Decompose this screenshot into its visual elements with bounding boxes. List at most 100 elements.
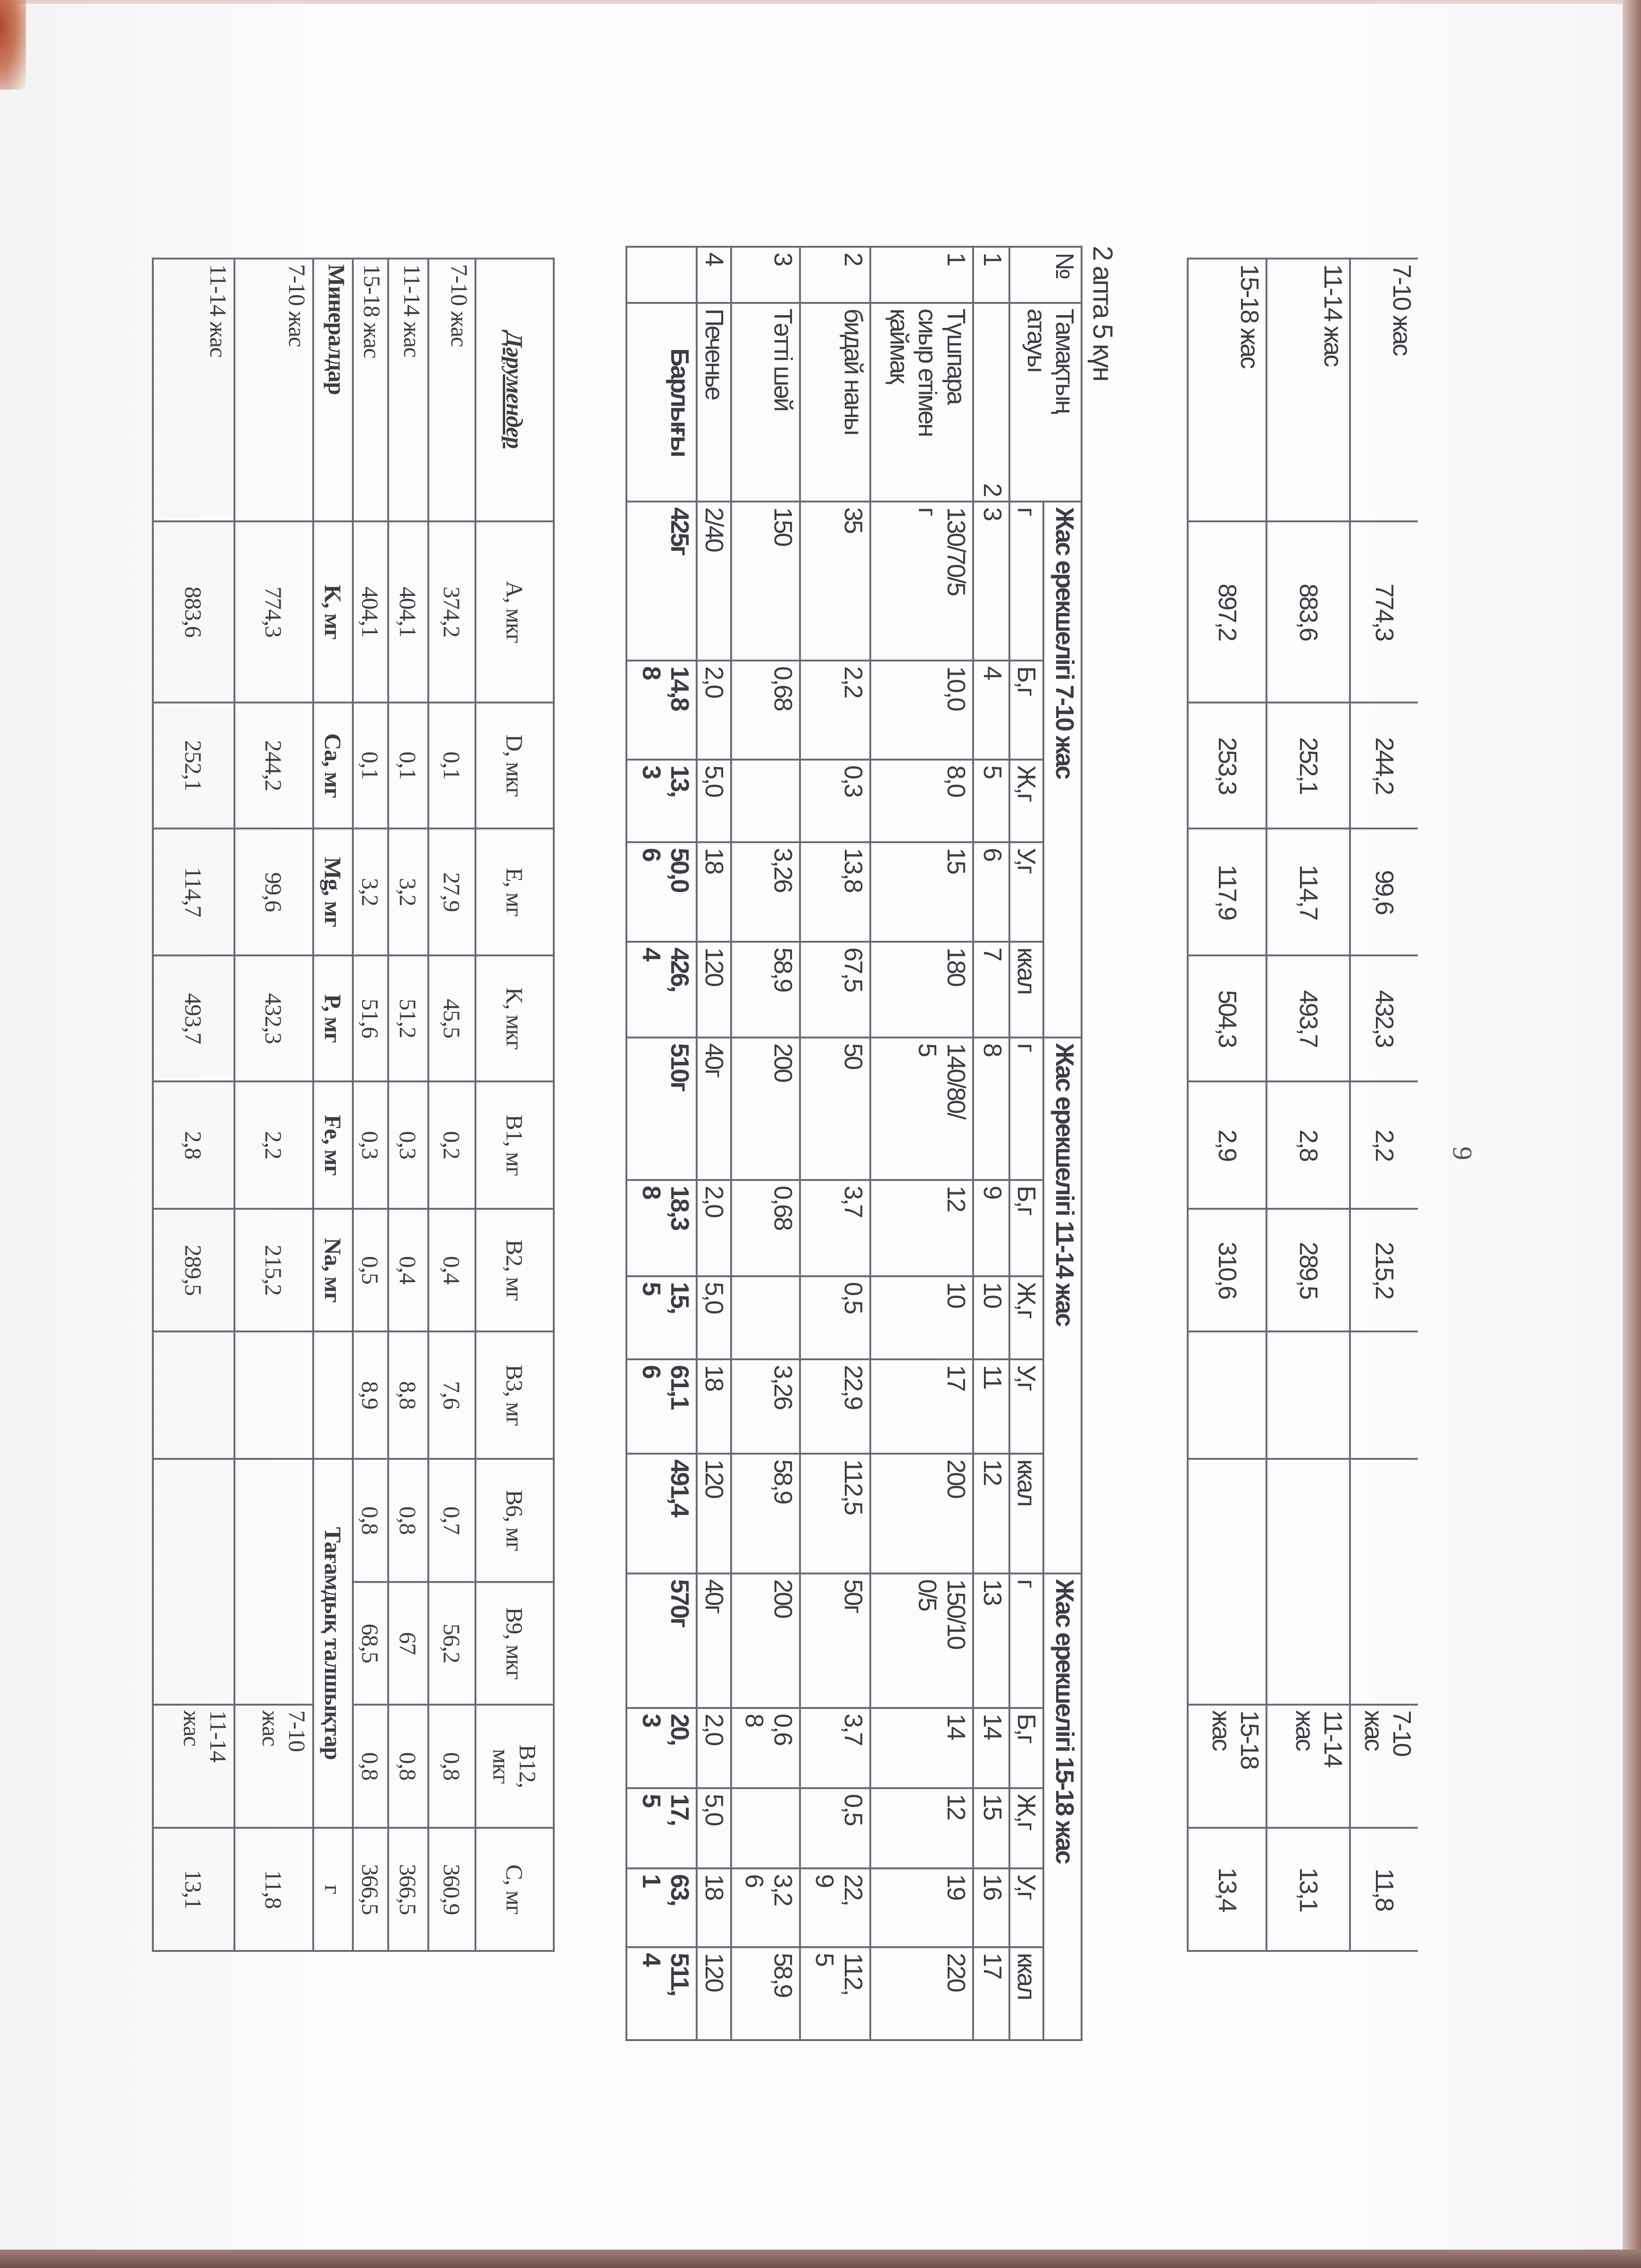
nutrition-value: 18 xyxy=(697,842,731,942)
vitamin-value: 0,1 xyxy=(428,703,475,829)
mineral-header: K, мг xyxy=(313,521,353,703)
column-number: 12 xyxy=(973,1454,1009,1573)
page-edge-bottom xyxy=(0,2250,1641,2268)
total-value: 63, 1 xyxy=(626,1868,697,1947)
age-group-header: Жас ерекшелігі 7-10 жас xyxy=(1043,502,1082,1038)
table-row: 15-18 жас 404,1 0,1 3,2 51,6 0,3 0,5 8,9 0,8 68,5… xyxy=(353,259,388,1951)
mineral-value: 215,2 xyxy=(1350,1209,1418,1331)
mineral-value: 2,2 xyxy=(234,1081,313,1209)
empty-cell xyxy=(1188,1459,1266,1705)
nutrition-value: 2,0 xyxy=(697,1180,731,1276)
mineral-value: 99,6 xyxy=(234,829,313,955)
mineral-value: 244,2 xyxy=(1350,703,1418,829)
total-value: 50,0 6 xyxy=(626,842,697,942)
column-number: 3 xyxy=(973,502,1009,661)
nutrition-value: 140/80/ 5 xyxy=(870,1038,973,1180)
total-row: Барлығы 425г 14,8 8 13, 3 50,0 6 426, 4 510г 18… xyxy=(626,247,697,2040)
nutrition-value: 120 xyxy=(697,942,731,1038)
mineral-value: 504,3 xyxy=(1188,955,1266,1081)
vitamin-value: 366,5 xyxy=(353,1828,388,1951)
total-value: 15, 5 xyxy=(626,1276,697,1359)
unit-header: ккал xyxy=(1009,1454,1043,1573)
column-number: 17 xyxy=(973,1947,1009,2040)
empty-cell xyxy=(153,1331,234,1459)
column-number: 1 xyxy=(973,247,1009,303)
nutrition-value: 40г xyxy=(697,1573,731,1708)
table-row: 7-10 жас 774,3 244,2 99,6 432,3 2,2 215,2 7-10 … xyxy=(234,259,313,1951)
corner-shadow xyxy=(0,0,26,90)
column-number: 4 xyxy=(973,661,1009,760)
table-row: 11-14 жас 404,1 0,1 3,2 51,2 0,3 0,4 8,8 0,8 67 0,… xyxy=(388,259,428,1951)
mineral-header: P, мг xyxy=(313,955,353,1081)
nutrition-value: 10,0 xyxy=(870,661,973,760)
nutrition-value: 58,9 xyxy=(731,942,800,1038)
row-number: 1 xyxy=(870,247,973,303)
vitamin-value: 51,2 xyxy=(388,955,428,1081)
table-row: 7-10 жас 774,3 244,2 99,6 432,3 2,2 215,2 7-10 … xyxy=(1350,259,1418,1951)
column-number: 14 xyxy=(973,1708,1009,1788)
mineral-header: Mg, мг xyxy=(313,829,353,955)
nutrition-value: 0,68 xyxy=(731,661,800,760)
mineral-value: 2,2 xyxy=(1350,1081,1418,1209)
age-group-header: Жас ерекшелігі 11-14 жас xyxy=(1043,1038,1082,1573)
nutrition-value: 0,5 xyxy=(800,1276,870,1359)
mineral-value: 114,7 xyxy=(1266,829,1350,955)
mineral-value: 432,3 xyxy=(234,955,313,1081)
mineral-value: 289,5 xyxy=(1266,1209,1350,1331)
mineral-header: Ca, мг xyxy=(313,703,353,829)
nutrition-value: 150 xyxy=(731,502,800,661)
age-group-label: 7-10 жас xyxy=(234,259,313,521)
nutrition-value: 35 xyxy=(800,502,870,661)
vitamin-header: D, мкг xyxy=(475,703,554,829)
total-value: 491,4 xyxy=(626,1454,697,1573)
column-number: 13 xyxy=(973,1573,1009,1708)
fiber-age-label: 11-14 жас xyxy=(153,1705,234,1828)
fiber-value: 11,8 xyxy=(234,1828,313,1951)
vitamin-value: 0,4 xyxy=(388,1209,428,1331)
minerals-header: Минералдар xyxy=(313,259,353,521)
minerals-header-row: Минералдар K, мг Ca, мг Mg, мг P, мг Fe, мг Na… xyxy=(313,259,353,1951)
age-group-label: 11-14 жас xyxy=(1266,259,1350,521)
total-value: 13, 3 xyxy=(626,760,697,842)
vitamin-value: 3,2 xyxy=(353,829,388,955)
nutrition-value: 0,6 8 xyxy=(731,1708,800,1788)
nutrition-value: 10 xyxy=(870,1276,973,1359)
vitamin-value: 366,5 xyxy=(388,1828,428,1951)
mineral-header: Na, мг xyxy=(313,1209,353,1331)
nutrition-value: 3,26 xyxy=(731,1359,800,1454)
table-row: 11-14 жас 883,6 252,1 114,7 493,7 2,8 289,5 11-… xyxy=(1266,259,1350,1951)
mineral-value: 2,8 xyxy=(1266,1081,1350,1209)
vitamin-value: 0,2 xyxy=(428,1081,475,1209)
nutrition-value: 2,0 xyxy=(697,661,731,760)
nutrition-value: 0,3 xyxy=(800,760,870,842)
fiber-age-label: 11-14 жас xyxy=(1266,1705,1350,1828)
food-name: Түшпара сиыр етімен қаймақ xyxy=(870,303,973,502)
column-number: 10 xyxy=(973,1276,1009,1359)
nutrition-value xyxy=(731,1276,800,1359)
fiber-value: 13,1 xyxy=(153,1828,234,1951)
age-group-label: 7-10 жас xyxy=(1350,259,1418,521)
row-number: 2 xyxy=(800,247,870,303)
mineral-value: 253,3 xyxy=(1188,703,1266,829)
vitamin-header: A, мкг xyxy=(475,521,554,703)
fiber-age-label: 7-10 жас xyxy=(234,1705,313,1828)
nutrition-value: 12 xyxy=(870,1788,973,1868)
unit-header: Ж,г xyxy=(1009,760,1043,842)
nutrition-value: 3,7 xyxy=(800,1708,870,1788)
empty-cell xyxy=(1266,1459,1350,1705)
empty-cell xyxy=(234,1331,313,1459)
food-name: Печенье xyxy=(697,303,731,502)
mineral-value: 774,3 xyxy=(234,521,313,703)
vitamin-value: 360,9 xyxy=(428,1828,475,1951)
column-number: 15 xyxy=(973,1788,1009,1868)
nutrition-value: 200 xyxy=(731,1573,800,1708)
nutrition-value: 120 xyxy=(697,1947,731,2040)
mineral-value: 310,6 xyxy=(1188,1209,1266,1331)
nutrition-value: 67,5 xyxy=(800,942,870,1038)
nutrition-value: 150/10 0/5 xyxy=(870,1573,973,1708)
nutrition-value: 3,7 xyxy=(800,1180,870,1276)
vitamin-value: 0,7 xyxy=(428,1459,475,1582)
vitamin-value: 404,1 xyxy=(353,521,388,703)
nutrition-value: 2,0 xyxy=(697,1708,731,1788)
